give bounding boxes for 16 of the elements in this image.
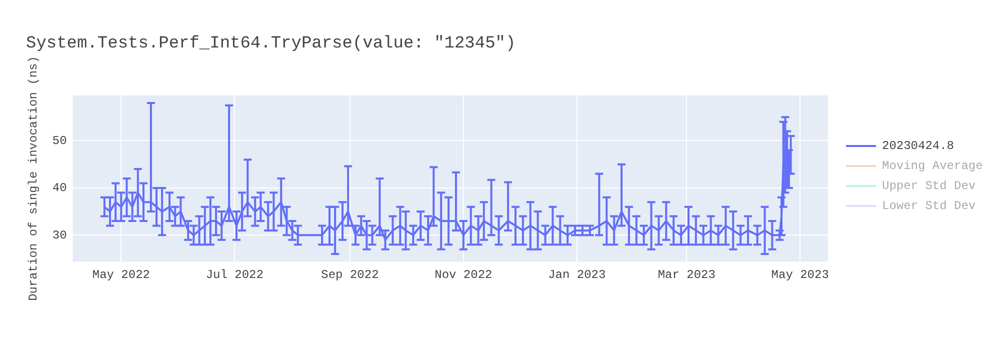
legend-label: Moving Average (882, 159, 983, 173)
x-tick-label: May 2023 (771, 268, 829, 282)
legend-label: Lower Std Dev (882, 199, 976, 213)
x-tick-label: Nov 2022 (434, 268, 492, 282)
x-tick-label: Jan 2023 (548, 268, 606, 282)
legend-label: 20230424.8 (882, 139, 954, 153)
x-tick-label: Mar 2023 (658, 268, 716, 282)
x-tick-label: Jul 2022 (206, 268, 264, 282)
y-axis-title: Duration of single invocation (ns) (26, 56, 40, 301)
y-tick-label: 40 (52, 181, 67, 196)
x-tick-label: May 2022 (92, 268, 150, 282)
chart-title: System.Tests.Perf_Int64.TryParse(value: "12345") (26, 34, 516, 54)
legend-label: Upper Std Dev (882, 179, 976, 193)
x-tick-label: Sep 2022 (321, 268, 379, 282)
y-tick-label: 50 (52, 134, 67, 148)
y-tick-label: 30 (52, 228, 67, 242)
